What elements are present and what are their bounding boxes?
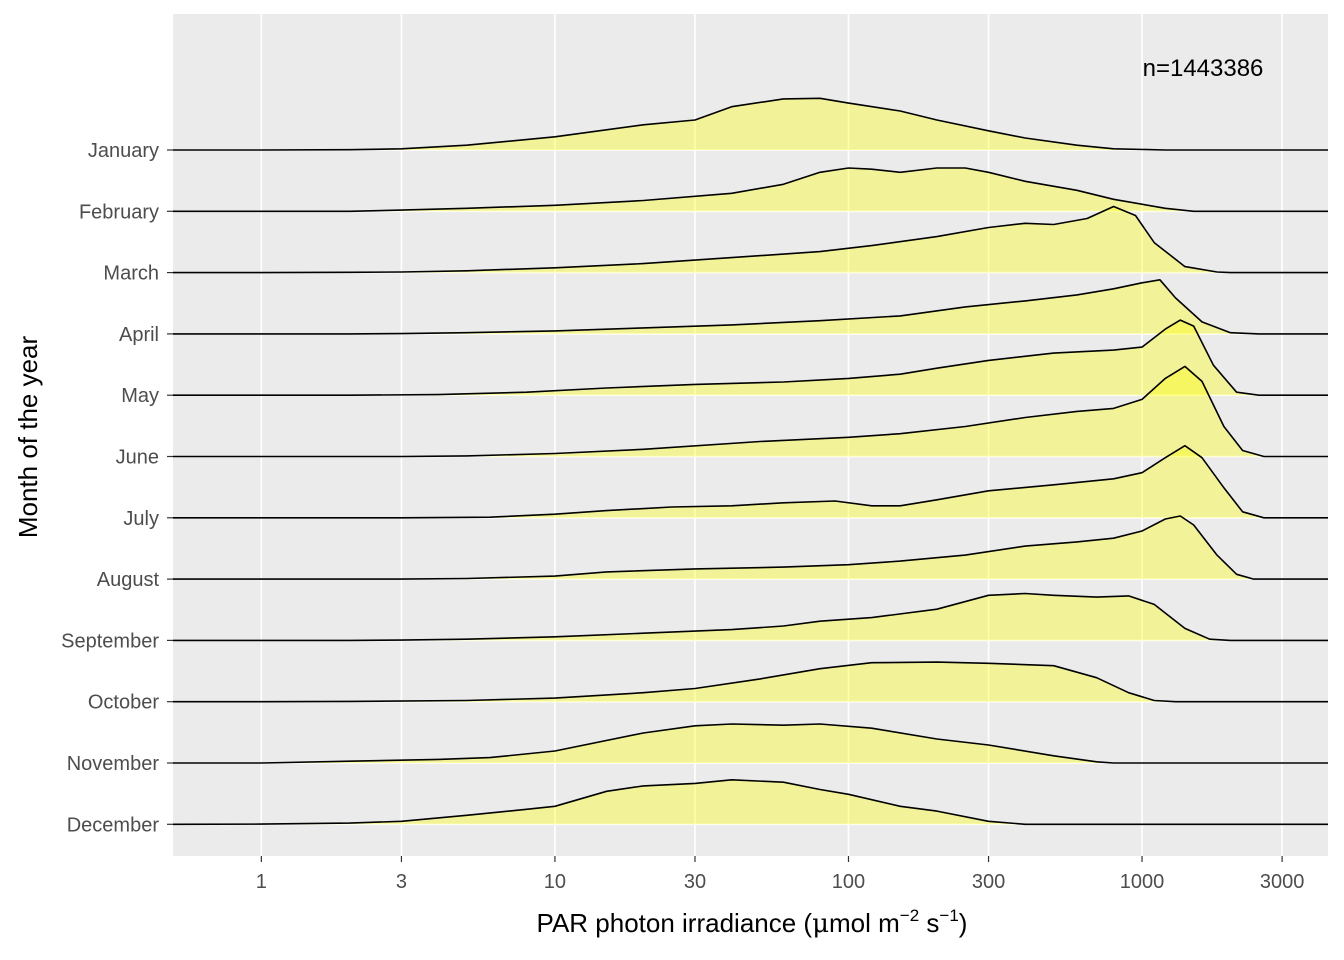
ridge-fill-july <box>173 445 1328 518</box>
ridge-fill-april <box>173 279 1328 334</box>
y-tick-label: April <box>119 324 159 346</box>
x-axis-title-main: PAR photon irradiance ( <box>537 908 813 938</box>
ridge-fill-february <box>173 168 1328 212</box>
y-tick-label: March <box>103 263 159 285</box>
x-tick-label: 1000 <box>1120 871 1165 893</box>
x-tick-label: 1 <box>256 871 267 893</box>
plot-panel <box>173 14 1328 856</box>
ridge-fill-january <box>173 98 1328 150</box>
ridge-line-march <box>173 205 1328 274</box>
ridge-fill-may <box>173 320 1328 396</box>
sample-size-annotation: n=1443386 <box>1143 55 1264 82</box>
ridge-fill-december <box>173 779 1328 825</box>
y-tick-label: February <box>79 201 159 223</box>
ridge-fill-september <box>173 593 1328 641</box>
y-tick-label: December <box>67 814 160 836</box>
ridge-line-january <box>173 97 1328 151</box>
ridge-line-september <box>173 592 1328 642</box>
x-tick-label: 30 <box>684 871 706 893</box>
ridge-line-november <box>173 723 1328 764</box>
ridge-line-july <box>173 444 1328 519</box>
y-tick-label: September <box>61 630 159 652</box>
ridge-fill-november <box>173 724 1328 763</box>
x-axis-title-close: ) <box>959 908 968 938</box>
x-tick-label: 3000 <box>1260 871 1305 893</box>
ridges <box>172 97 1328 826</box>
ridge-fill-march <box>173 206 1328 273</box>
ridge-fill-august <box>173 516 1328 580</box>
ridge-line-august <box>173 515 1328 580</box>
y-tick-label: May <box>121 385 159 407</box>
ridge-line-april <box>173 279 1328 335</box>
x-tick-label: 300 <box>972 871 1005 893</box>
x-axis-title-exp1: −2 <box>900 906 919 925</box>
y-tick-label: June <box>116 447 159 469</box>
ridge-line-february <box>173 167 1328 213</box>
x-tick-label: 100 <box>832 871 865 893</box>
y-tick-label: January <box>88 140 159 162</box>
ridge-line-december <box>172 779 1328 826</box>
x-axis-title-exp2: −1 <box>939 906 958 925</box>
ridge-line-june <box>173 365 1328 458</box>
x-tick-label: 10 <box>544 871 566 893</box>
ridge-fill-june <box>173 366 1328 457</box>
x-axis-title: PAR photon irradiance (μmol m−2 s−1) <box>537 906 968 939</box>
x-axis-title-unit: mol m <box>829 908 900 938</box>
ridge-line-october <box>173 661 1328 703</box>
y-tick-label: November <box>67 753 160 775</box>
ridge-fill-october <box>173 662 1328 702</box>
y-tick-label: August <box>97 569 160 591</box>
x-axis-title-mu: μ <box>812 909 829 939</box>
y-axis-ticks: January February March April May June July Augu… <box>61 140 173 836</box>
y-axis-title: Month of the year <box>13 335 43 538</box>
y-tick-label: July <box>123 508 159 530</box>
ridge-line-may <box>173 319 1328 396</box>
y-tick-label: October <box>88 692 159 714</box>
x-axis-title-mid: s <box>919 908 939 938</box>
x-axis-ticks: 1 3 10 30 100 300 1000 3000 <box>256 856 1305 893</box>
x-tick-label: 3 <box>396 871 407 893</box>
